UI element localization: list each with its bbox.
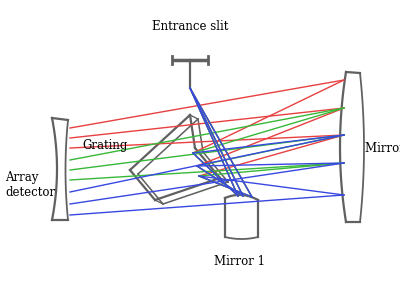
Text: Array
detector: Array detector: [5, 170, 55, 199]
Text: Grating: Grating: [82, 139, 127, 151]
Text: Entrance slit: Entrance slit: [152, 20, 228, 33]
Text: Mirror 1: Mirror 1: [214, 255, 266, 268]
Text: Mirror 2: Mirror 2: [365, 141, 400, 154]
